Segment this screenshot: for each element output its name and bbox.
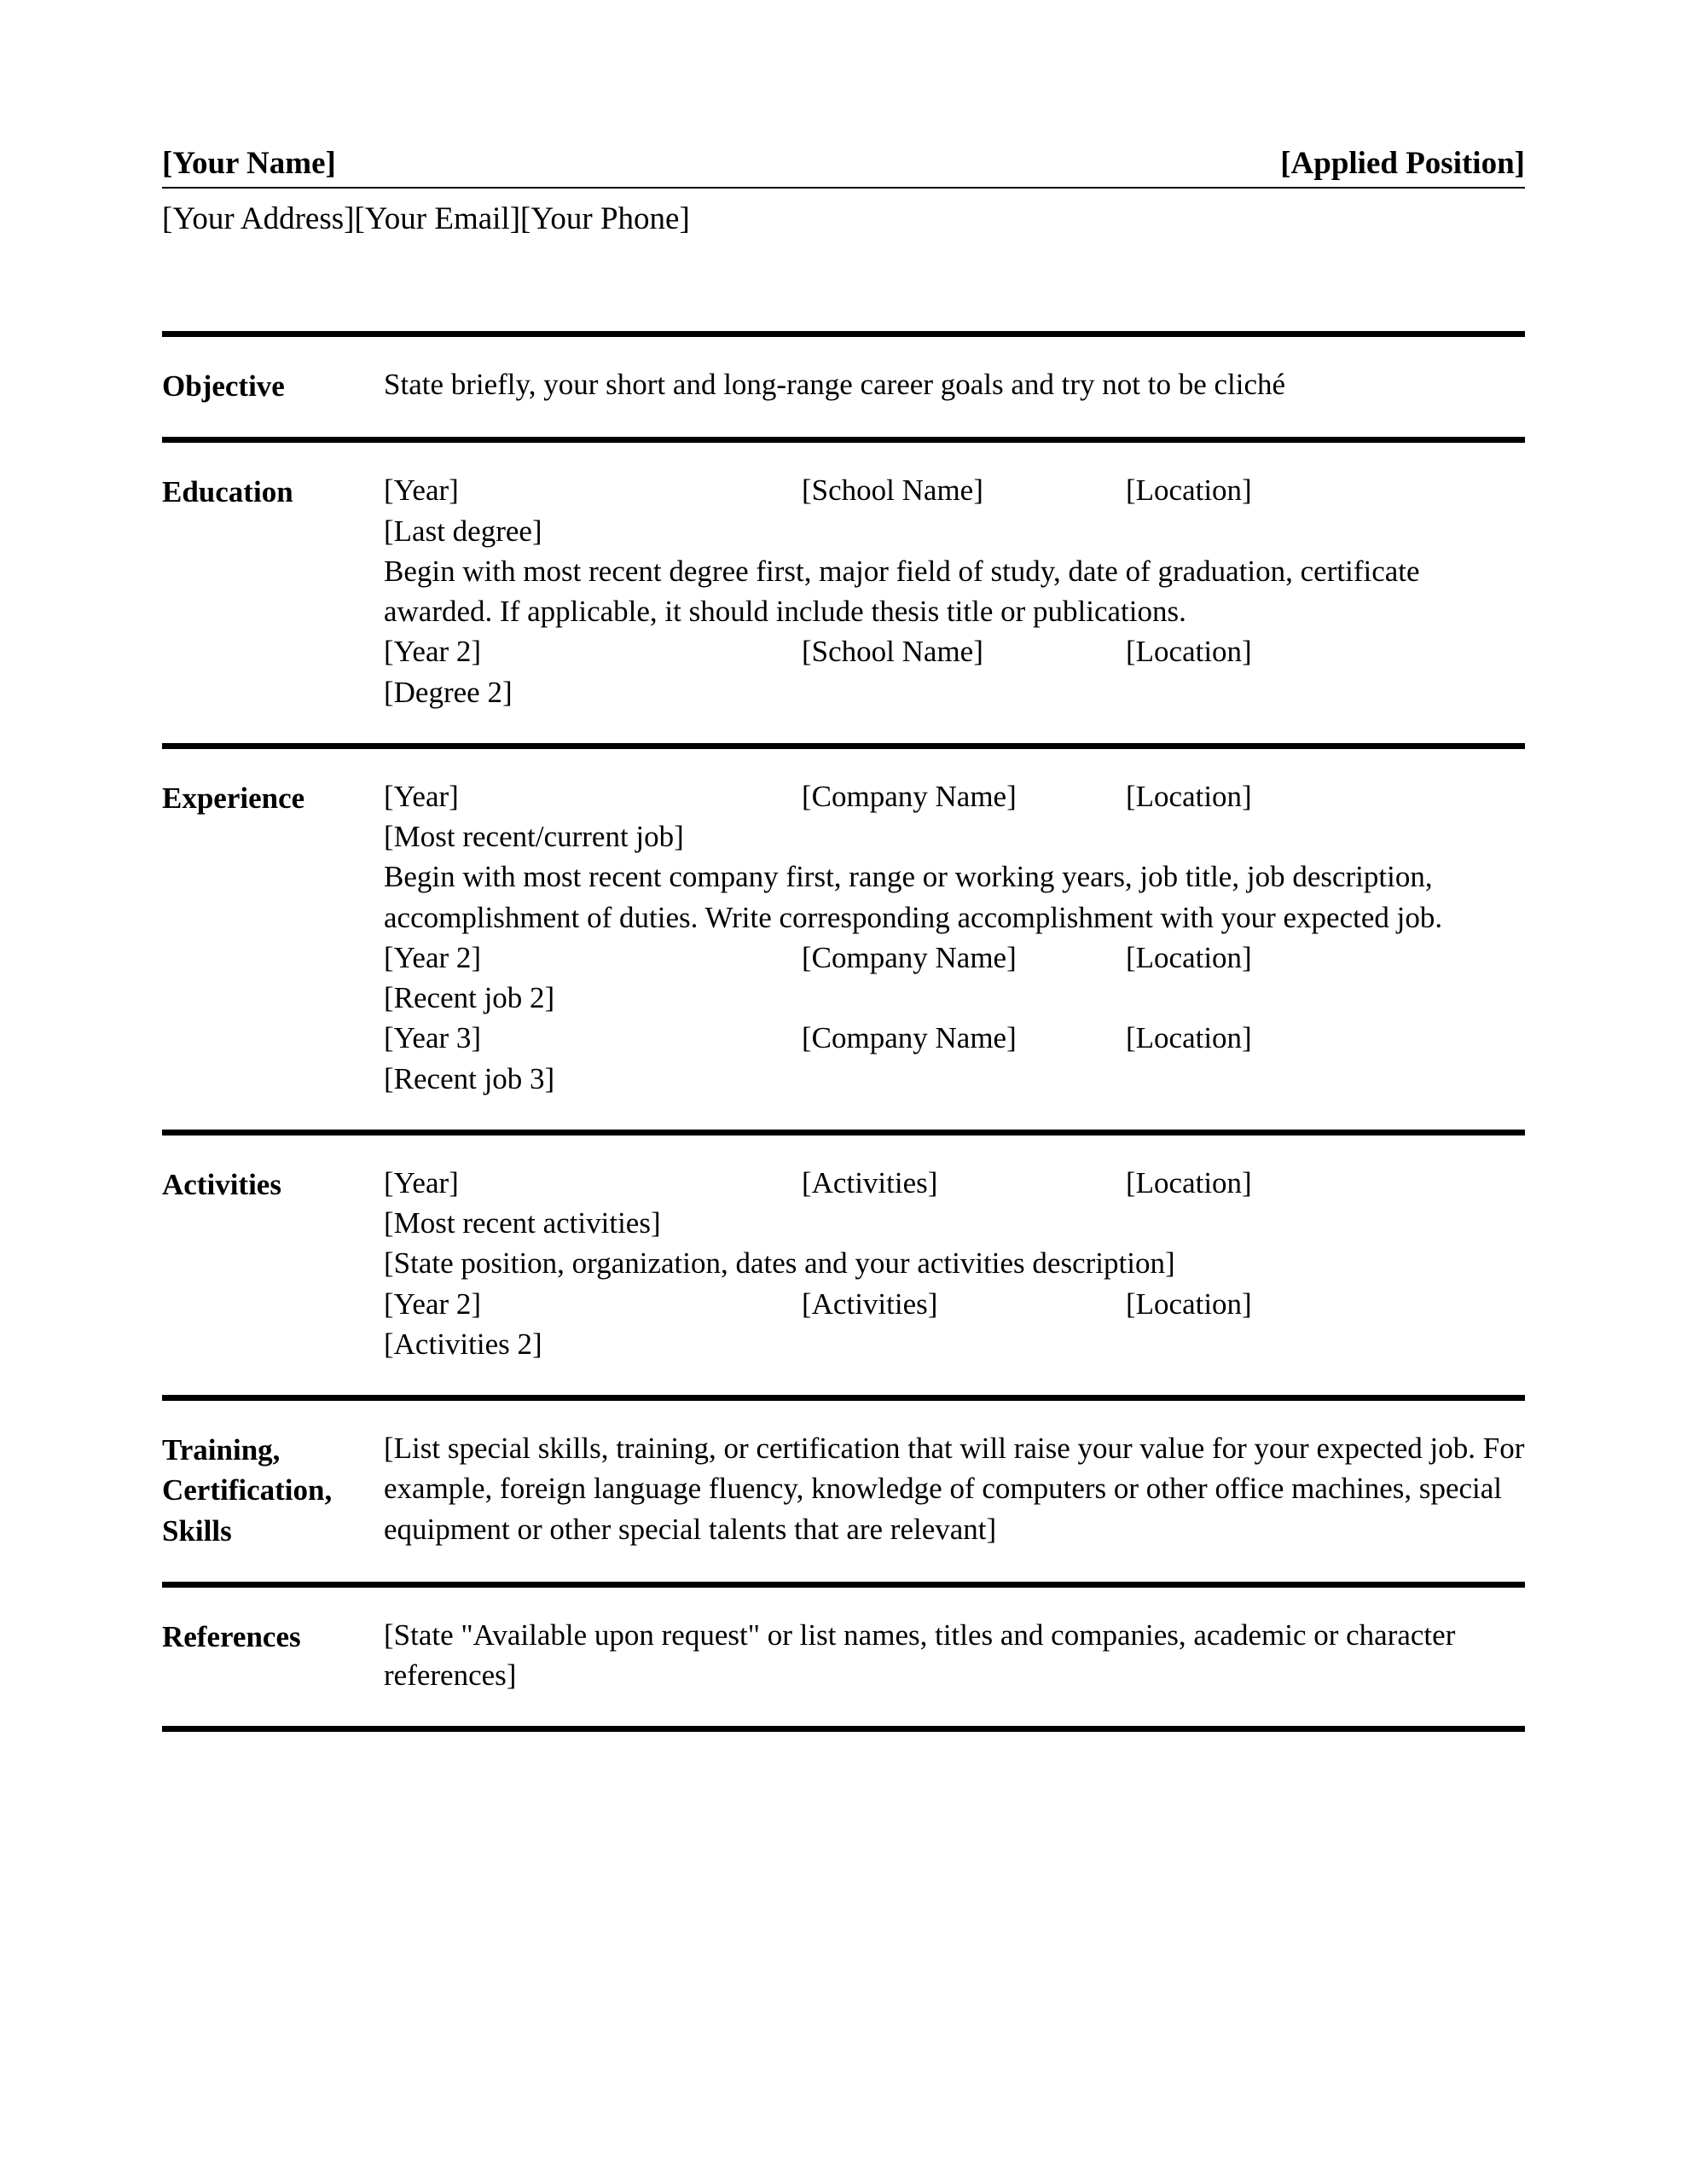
references-text: [State "Available upon request" or list … xyxy=(384,1615,1525,1696)
section-body-experience: [Year] [Company Name] [Location] [Most r… xyxy=(384,776,1525,1099)
section-references: References [State "Available upon reques… xyxy=(162,1588,1525,1733)
training-text: [List special skills, training, or certi… xyxy=(384,1428,1525,1549)
education-school: [School Name] xyxy=(802,470,1126,510)
phone: [Your Phone] xyxy=(520,201,690,236)
education-year: [Year 2] xyxy=(384,631,802,671)
section-body-references: [State "Available upon request" or list … xyxy=(384,1615,1525,1696)
experience-desc: Begin with most recent company first, ra… xyxy=(384,857,1525,938)
education-degree: [Degree 2] xyxy=(384,672,1525,712)
section-body-training: [List special skills, training, or certi… xyxy=(384,1428,1525,1551)
experience-year: [Year 2] xyxy=(384,938,802,978)
experience-row: [Year 2] [Company Name] [Location] xyxy=(384,938,1525,978)
section-label-education: Education xyxy=(162,470,384,712)
experience-location: [Location] xyxy=(1126,776,1525,816)
email: [Your Email] xyxy=(354,201,520,236)
section-objective: Objective State briefly, your short and … xyxy=(162,331,1525,443)
education-row: [Year] [School Name] [Location] xyxy=(384,470,1525,510)
experience-year: [Year] xyxy=(384,776,802,816)
experience-title: [Recent job 2] xyxy=(384,978,1525,1018)
contact-line: [Your Address][Your Email][Your Phone] xyxy=(162,200,1525,237)
experience-location: [Location] xyxy=(1126,1018,1525,1058)
experience-title: [Most recent/current job] xyxy=(384,816,1525,857)
activities-year: [Year] xyxy=(384,1163,802,1203)
activities-desc: [State position, organization, dates and… xyxy=(384,1243,1525,1283)
education-desc: Begin with most recent degree first, maj… xyxy=(384,551,1525,632)
experience-company: [Company Name] xyxy=(802,938,1126,978)
section-activities: Activities [Year] [Activities] [Location… xyxy=(162,1136,1525,1401)
section-label-objective: Objective xyxy=(162,364,384,406)
section-label-activities: Activities xyxy=(162,1163,384,1364)
section-education: Education [Year] [School Name] [Location… xyxy=(162,443,1525,749)
activities-title: [Activities 2] xyxy=(384,1324,1525,1364)
section-experience: Experience [Year] [Company Name] [Locati… xyxy=(162,749,1525,1136)
activities-location: [Location] xyxy=(1126,1284,1525,1324)
objective-text: State briefly, your short and long-range… xyxy=(384,364,1525,404)
sections: Objective State briefly, your short and … xyxy=(162,331,1525,1732)
activities-title: [Most recent activities] xyxy=(384,1203,1525,1243)
section-body-objective: State briefly, your short and long-range… xyxy=(384,364,1525,406)
experience-company: [Company Name] xyxy=(802,1018,1126,1058)
experience-title: [Recent job 3] xyxy=(384,1059,1525,1099)
section-label-experience: Experience xyxy=(162,776,384,1099)
education-year: [Year] xyxy=(384,470,802,510)
education-location: [Location] xyxy=(1126,470,1525,510)
section-label-training: Training, Certification, Skills xyxy=(162,1428,384,1551)
activities-location: [Location] xyxy=(1126,1163,1525,1203)
applied-position: [Applied Position] xyxy=(1280,145,1525,182)
experience-company: [Company Name] xyxy=(802,776,1126,816)
education-location: [Location] xyxy=(1126,631,1525,671)
section-body-education: [Year] [School Name] [Location] [Last de… xyxy=(384,470,1525,712)
education-degree: [Last degree] xyxy=(384,511,1525,551)
section-training: Training, Certification, Skills [List sp… xyxy=(162,1401,1525,1588)
section-label-references: References xyxy=(162,1615,384,1696)
resume-page: [Your Name] [Applied Position] [Your Add… xyxy=(0,0,1687,2184)
experience-location: [Location] xyxy=(1126,938,1525,978)
activities-row: [Year 2] [Activities] [Location] xyxy=(384,1284,1525,1324)
experience-row: [Year 3] [Company Name] [Location] xyxy=(384,1018,1525,1058)
address: [Your Address] xyxy=(162,201,354,236)
experience-year: [Year 3] xyxy=(384,1018,802,1058)
activities-row: [Year] [Activities] [Location] xyxy=(384,1163,1525,1203)
applicant-name: [Your Name] xyxy=(162,145,336,182)
header-row: [Your Name] [Applied Position] xyxy=(162,145,1525,189)
activities-name: [Activities] xyxy=(802,1284,1126,1324)
education-row: [Year 2] [School Name] [Location] xyxy=(384,631,1525,671)
activities-name: [Activities] xyxy=(802,1163,1126,1203)
education-school: [School Name] xyxy=(802,631,1126,671)
activities-year: [Year 2] xyxy=(384,1284,802,1324)
section-body-activities: [Year] [Activities] [Location] [Most rec… xyxy=(384,1163,1525,1364)
experience-row: [Year] [Company Name] [Location] xyxy=(384,776,1525,816)
